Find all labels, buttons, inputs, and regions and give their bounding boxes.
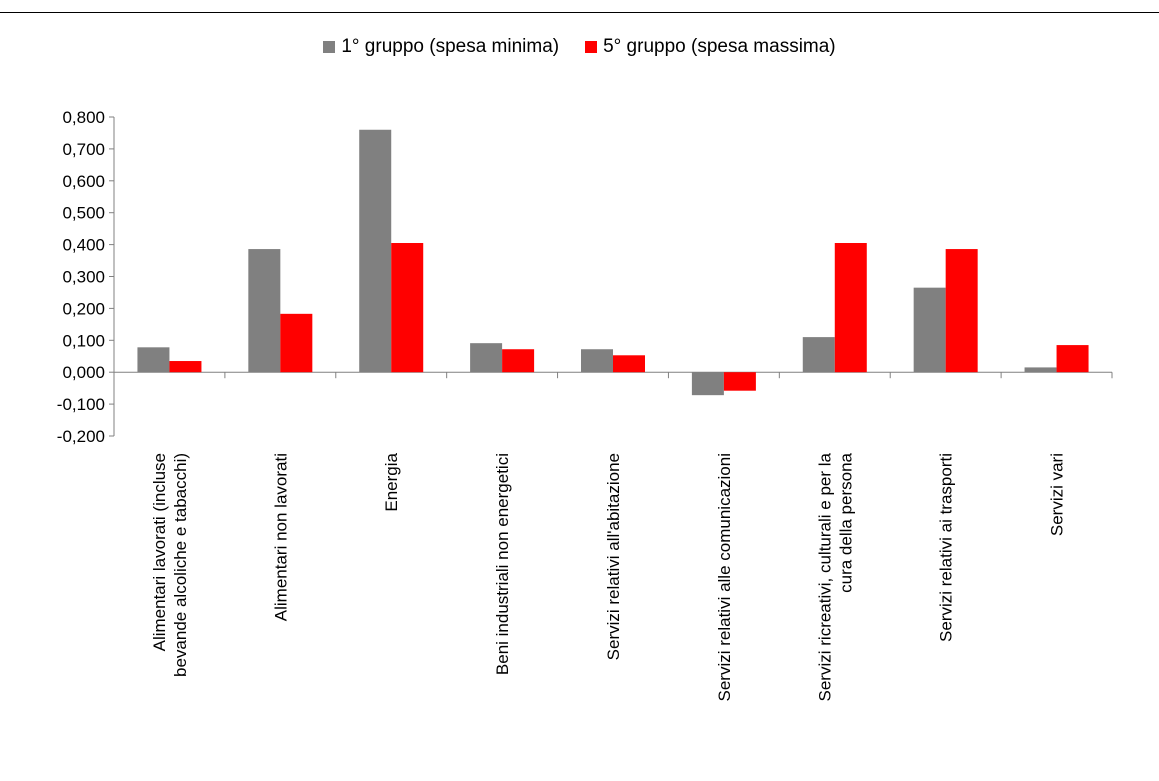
bar-series-2 (1056, 345, 1089, 373)
legend-label-series-1: 1° gruppo (spesa minima) (341, 36, 560, 57)
bar-series-2 (723, 372, 756, 391)
y-tick-label: 0,600 (62, 172, 105, 191)
x-category-label: Servizi relativi all'abitazione (604, 453, 623, 660)
y-tick-label: 0,100 (62, 331, 105, 350)
x-category-label: Beni industriali non energetici (493, 453, 512, 675)
y-tick-label: -0,100 (57, 395, 105, 414)
bar-series-1 (248, 249, 281, 373)
x-category-label: Servizi relativi alle comunicazioni (715, 453, 734, 701)
x-category-label: Servizi ricreativi, culturali e per la (815, 452, 834, 701)
bar-series-2 (613, 355, 645, 373)
bar-series-1 (913, 287, 946, 373)
y-tick-label: 0,800 (62, 108, 105, 127)
x-category-label: bevande alcoliche e tabacchi) (171, 453, 190, 677)
bar-series-2 (945, 249, 978, 373)
x-category-label: cura della persona (836, 452, 855, 592)
x-category-label: Energia (382, 452, 401, 511)
bar-series-1 (359, 129, 392, 373)
x-axis (113, 371, 1113, 379)
legend-label-series-2: 5° gruppo (spesa massima) (603, 36, 836, 57)
y-tick-label: -0,200 (57, 427, 105, 446)
legend-swatch-series-2 (585, 41, 598, 53)
bar-series-1 (691, 372, 724, 396)
bar-series-1 (137, 347, 170, 373)
bar-series-2 (169, 361, 202, 373)
category-labels: Alimentari lavorati (incluse bevande alco… (150, 452, 1067, 701)
y-tick-label: 0,400 (62, 236, 105, 255)
x-category-label: Alimentari lavorati (incluse (150, 453, 169, 651)
bar-series-1 (581, 349, 613, 373)
legend-item-series-2: 5° gruppo (spesa massima) (585, 36, 836, 58)
y-tick-label: 0,200 (62, 299, 105, 318)
y-tick-label: 0,700 (62, 140, 105, 159)
x-category-label: Alimentari non lavorati (271, 453, 290, 621)
bar-series-1 (802, 337, 835, 373)
bar-series-1 (470, 343, 503, 373)
x-category-label: Servizi vari (1048, 453, 1067, 536)
y-tick-label: 0,000 (62, 363, 105, 382)
bar-series-2 (502, 349, 535, 373)
bars-group (137, 129, 1089, 396)
bar-series-2 (391, 243, 424, 373)
y-tick-label: 0,500 (62, 204, 105, 223)
y-tick-label: 0,300 (62, 268, 105, 287)
y-axis: -0,200 -0,100 0,000 0,100 0,200 0,300 0,400 0,5… (57, 108, 115, 446)
legend-item-series-1: 1° gruppo (spesa minima) (323, 36, 559, 58)
bar-series-2 (834, 243, 867, 373)
legend-swatch-series-1 (323, 41, 336, 53)
chart-legend: 1° gruppo (spesa minima) 5° gruppo (spes… (0, 36, 1159, 58)
bar-series-2 (280, 313, 313, 373)
x-category-label: Servizi relativi ai trasporti (937, 453, 956, 642)
bar-series-1 (1024, 367, 1057, 373)
top-border-line (0, 12, 1159, 13)
